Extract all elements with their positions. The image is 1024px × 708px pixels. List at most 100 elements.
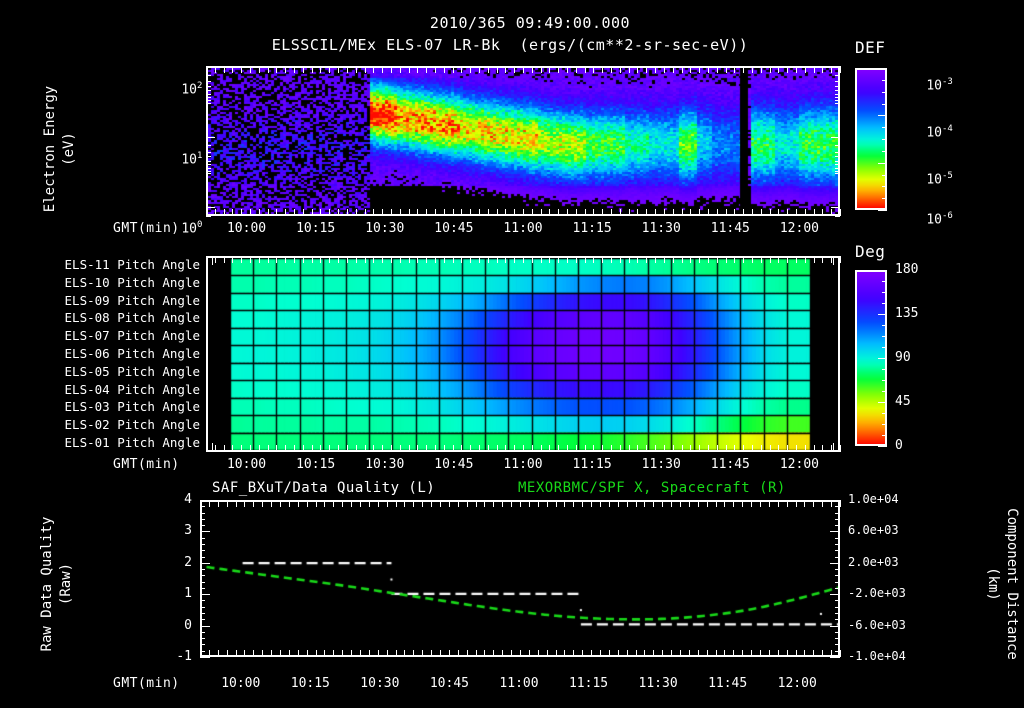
tick-mark [528,500,530,507]
tick-mark [813,445,815,452]
tick-mark [505,256,507,263]
tick-mark [804,209,806,216]
tick-mark [575,66,577,73]
tick-mark [496,445,498,452]
tick-mark [681,209,683,216]
tick-mark [200,575,205,577]
tick-mark [558,209,560,216]
tick-mark [399,256,401,263]
tick-mark [478,209,480,216]
tick-mark [200,613,205,615]
panel3-ytick-left-4: 0 [184,617,192,633]
tick-mark [768,500,770,507]
tick-mark [200,644,205,646]
tick-mark [390,445,392,452]
tick-mark [628,445,630,452]
tick-mark [611,209,613,216]
tick-mark [724,500,726,507]
tick-mark [831,66,840,67]
panel1-frame [206,66,840,216]
tick-mark [646,445,648,452]
tick-mark [882,435,887,436]
tick-mark [235,650,237,657]
tick-mark [878,210,887,211]
tick-mark [206,209,207,216]
tick-mark [725,256,727,263]
tick-mark [769,445,771,452]
tick-mark [514,66,516,73]
tick-mark [593,445,595,452]
tick-mark [232,445,234,452]
tick-mark [672,445,674,452]
tick-mark [611,66,613,73]
panel3-xtick-0: 10:00 [221,676,261,691]
quality-canvas [202,502,838,655]
tick-mark [514,445,516,452]
tick-mark [769,66,771,73]
tick-mark [690,256,692,263]
tick-mark [558,256,560,263]
tick-mark [311,66,313,73]
tick-mark [302,445,304,452]
tick-mark [531,256,533,263]
tick-mark [882,150,887,152]
tick-mark [320,209,322,216]
tick-mark [212,443,213,451]
tick-mark [882,174,887,176]
tick-mark [882,391,887,392]
panel3-ylabel-left: Raw Data Quality (Raw) [39,516,74,652]
tick-mark [768,650,770,657]
tick-mark [443,209,445,216]
spectrogram-canvas [208,68,838,214]
panel1-colorbar-label-2: 10-5 [926,171,953,188]
panel3-series-area [202,502,838,655]
tick-mark [697,650,699,657]
tick-mark [743,66,745,73]
tick-mark [523,209,524,216]
tick-mark [835,173,840,175]
tick-mark [835,81,840,82]
tick-mark [617,650,619,657]
tick-mark [523,445,524,452]
tick-mark [487,256,489,263]
tick-mark [434,256,436,263]
tick-mark [523,256,524,263]
tick-mark [830,562,840,564]
tick-mark [258,66,260,73]
panel1-xtick-8: 12:00 [779,221,819,236]
tick-mark [835,512,840,514]
tick-mark [760,500,761,507]
panel1-ytick-2: 100 [181,220,203,237]
tick-mark [511,500,513,507]
tick-mark [835,170,840,172]
tick-mark [662,500,664,507]
tick-mark [813,650,815,657]
tick-mark [835,543,840,545]
tick-mark [487,66,489,73]
tick-mark [813,66,815,73]
panel3-ytick-left-2: 2 [184,554,192,570]
tick-mark [835,216,840,217]
tick-mark [611,445,613,452]
tick-mark [302,209,304,216]
tick-mark [840,256,841,263]
tick-mark [443,66,445,73]
panel2-row-label-10: ELS-01 Pitch Angle [64,435,200,451]
tick-mark [223,256,225,263]
panel3-ytick-left-5: -1 [176,649,192,664]
tick-mark [840,650,841,657]
tick-mark [835,619,840,621]
tick-mark [760,66,762,73]
tick-mark [484,650,486,657]
tick-mark [276,256,278,263]
tick-mark [831,136,840,138]
tick-mark [276,66,278,73]
tick-mark [493,650,495,657]
tick-mark [200,500,201,507]
tick-mark [663,66,665,73]
tick-mark [377,500,379,507]
tick-mark [478,445,480,452]
tick-mark [452,209,454,216]
tick-mark [655,66,657,73]
tick-mark [882,380,887,381]
